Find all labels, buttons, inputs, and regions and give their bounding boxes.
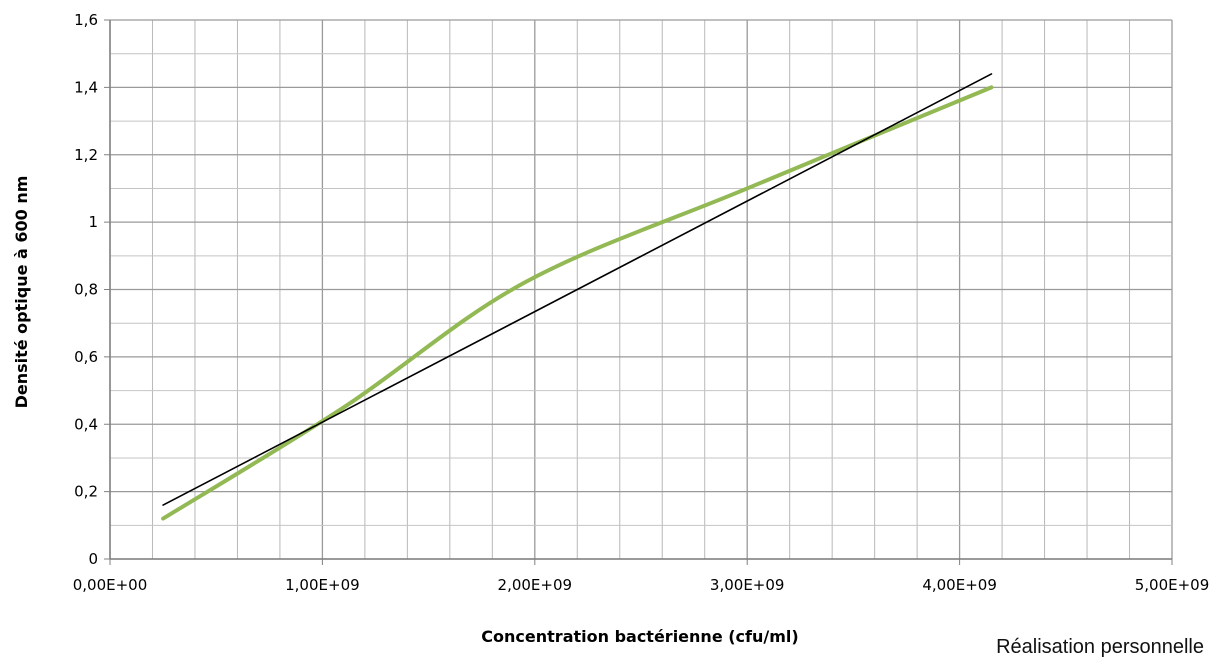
x-tick-label: 5,00E+09 (1135, 576, 1210, 594)
x-tick-labels: 0,00E+00 1,00E+09 2,00E+09 3,00E+09 4,00E+09… (73, 576, 1210, 594)
y-tick-label: 0,2 (74, 483, 98, 501)
y-tick-label: 1,2 (74, 146, 98, 164)
credit-text: Réalisation personnelle (996, 636, 1204, 658)
y-tick-label: 1,4 (74, 78, 98, 96)
x-tick-label: 3,00E+09 (710, 576, 785, 594)
y-tick-labels: 0 0,2 0,4 0,6 0,8 1 1,2 1,4 1,6 (74, 11, 98, 568)
x-tick-label: 1,00E+09 (285, 576, 360, 594)
x-axis-title: Concentration bactérienne (cfu/ml) (481, 627, 798, 646)
series-layer (161, 73, 994, 521)
y-tick-label: 0,8 (74, 281, 98, 299)
data-series-line (161, 85, 994, 521)
y-tick-label: 1,6 (74, 11, 98, 29)
y-tick-label: 0 (88, 550, 98, 568)
y-axis-title: Densité optique à 600 nm (12, 176, 31, 409)
trendline (162, 73, 993, 506)
y-tick-label: 1 (88, 213, 98, 231)
y-tick-label: 0,4 (74, 415, 98, 433)
x-tick-label: 0,00E+00 (73, 576, 148, 594)
y-tick-label: 0,6 (74, 348, 98, 366)
x-tick-label: 4,00E+09 (922, 576, 997, 594)
x-tick-label: 2,00E+09 (498, 576, 573, 594)
grid (104, 19, 1173, 565)
